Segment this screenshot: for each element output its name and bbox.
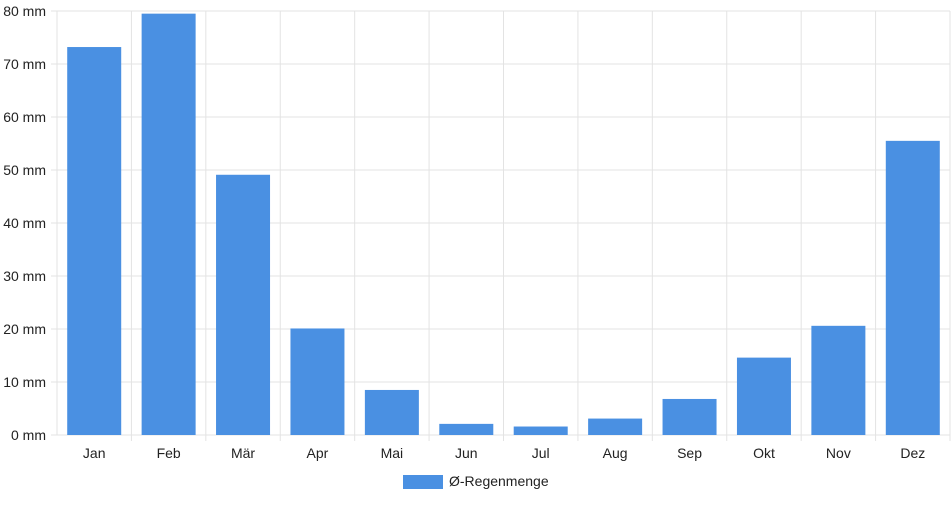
x-tick-label: Aug [603,445,628,461]
bar-mär [216,174,271,435]
legend: Ø-Regenmenge [403,473,549,489]
bar-series [67,13,940,436]
bar-sep [662,398,717,435]
x-tick-label: Dez [900,445,925,461]
grid-lines [51,10,951,441]
x-tick-label: Apr [307,445,329,461]
x-tick-label: Okt [753,445,775,461]
legend-label: Ø-Regenmenge [449,473,549,489]
bar-feb [141,13,196,436]
x-tick-label: Jan [83,445,106,461]
x-tick-label: Jun [455,445,478,461]
y-tick-label: 0 mm [11,427,46,443]
x-tick-label: Mai [381,445,404,461]
bar-nov [811,325,866,435]
bar-mai [364,389,419,435]
bar-okt [736,357,791,435]
y-tick-label: 60 mm [3,109,46,125]
y-tick-label: 80 mm [3,3,46,19]
x-tick-label: Mär [231,445,255,461]
bar-jan [67,47,122,435]
bar-dez [885,140,940,435]
y-tick-label: 10 mm [3,374,46,390]
y-tick-label: 70 mm [3,56,46,72]
x-tick-label: Sep [677,445,702,461]
bar-aug [588,418,643,435]
x-tick-label: Nov [826,445,851,461]
y-tick-label: 30 mm [3,268,46,284]
y-tick-label: 20 mm [3,321,46,337]
y-tick-label: 40 mm [3,215,46,231]
x-tick-label: Jul [532,445,550,461]
x-tick-label: Feb [157,445,181,461]
y-axis-tick-labels: 0 mm 10 mm 20 mm 30 mm 40 mm 50 mm 60 mm 70 mm 8… [3,3,46,443]
x-axis-tick-labels: Jan Feb Mär Apr Mai Jun Jul Aug Sep Okt Nov Dez [83,445,925,461]
bar-apr [290,328,345,435]
bar-jun [439,423,494,435]
bar-jul [513,426,568,435]
legend-swatch [403,475,443,489]
y-tick-label: 50 mm [3,162,46,178]
